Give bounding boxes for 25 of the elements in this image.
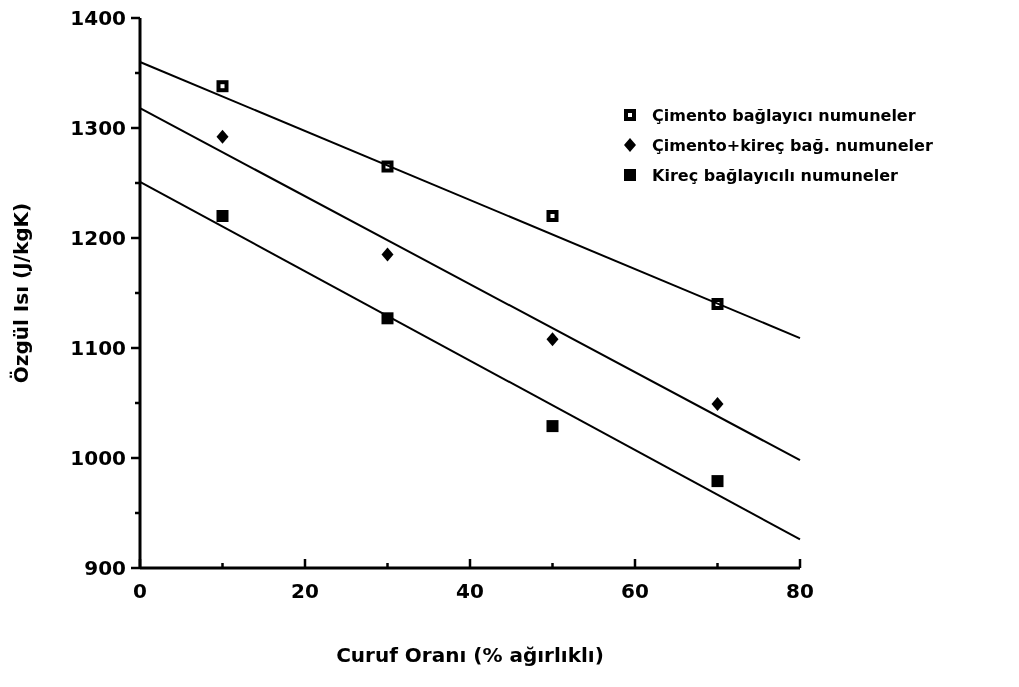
point	[711, 475, 724, 488]
y-tick-label: 1100	[70, 336, 126, 360]
y-axis-title: Özgül Isı (J/kgK)	[9, 202, 33, 384]
legend-label: Çimento+kireç bağ. numuneler	[652, 135, 933, 155]
x-tick-label: 0	[133, 579, 147, 603]
point	[546, 210, 559, 222]
x-tick-label: 60	[621, 579, 649, 603]
point	[711, 397, 724, 412]
y-tick-label: 1400	[70, 6, 126, 30]
point	[216, 210, 229, 222]
x-axis-title: Curuf Oranı (% ağırlıklı)	[336, 643, 604, 667]
point	[216, 80, 229, 93]
x-tick-label: 20	[291, 579, 319, 603]
x-tick-label: 80	[786, 579, 814, 603]
y-tick-label: 900	[84, 556, 126, 580]
point	[546, 332, 559, 347]
legend-label: Kireç bağlayıcılı numuneler	[652, 165, 899, 185]
legend-label: Çimento bağlayıcı numuneler	[652, 105, 916, 125]
point	[381, 247, 394, 262]
x-tick-label: 40	[456, 579, 484, 603]
point	[216, 129, 229, 144]
point	[546, 420, 559, 433]
y-tick-label: 1000	[70, 446, 126, 470]
y-tick-label: 1300	[70, 116, 126, 140]
y-tick-label: 1200	[70, 226, 126, 250]
